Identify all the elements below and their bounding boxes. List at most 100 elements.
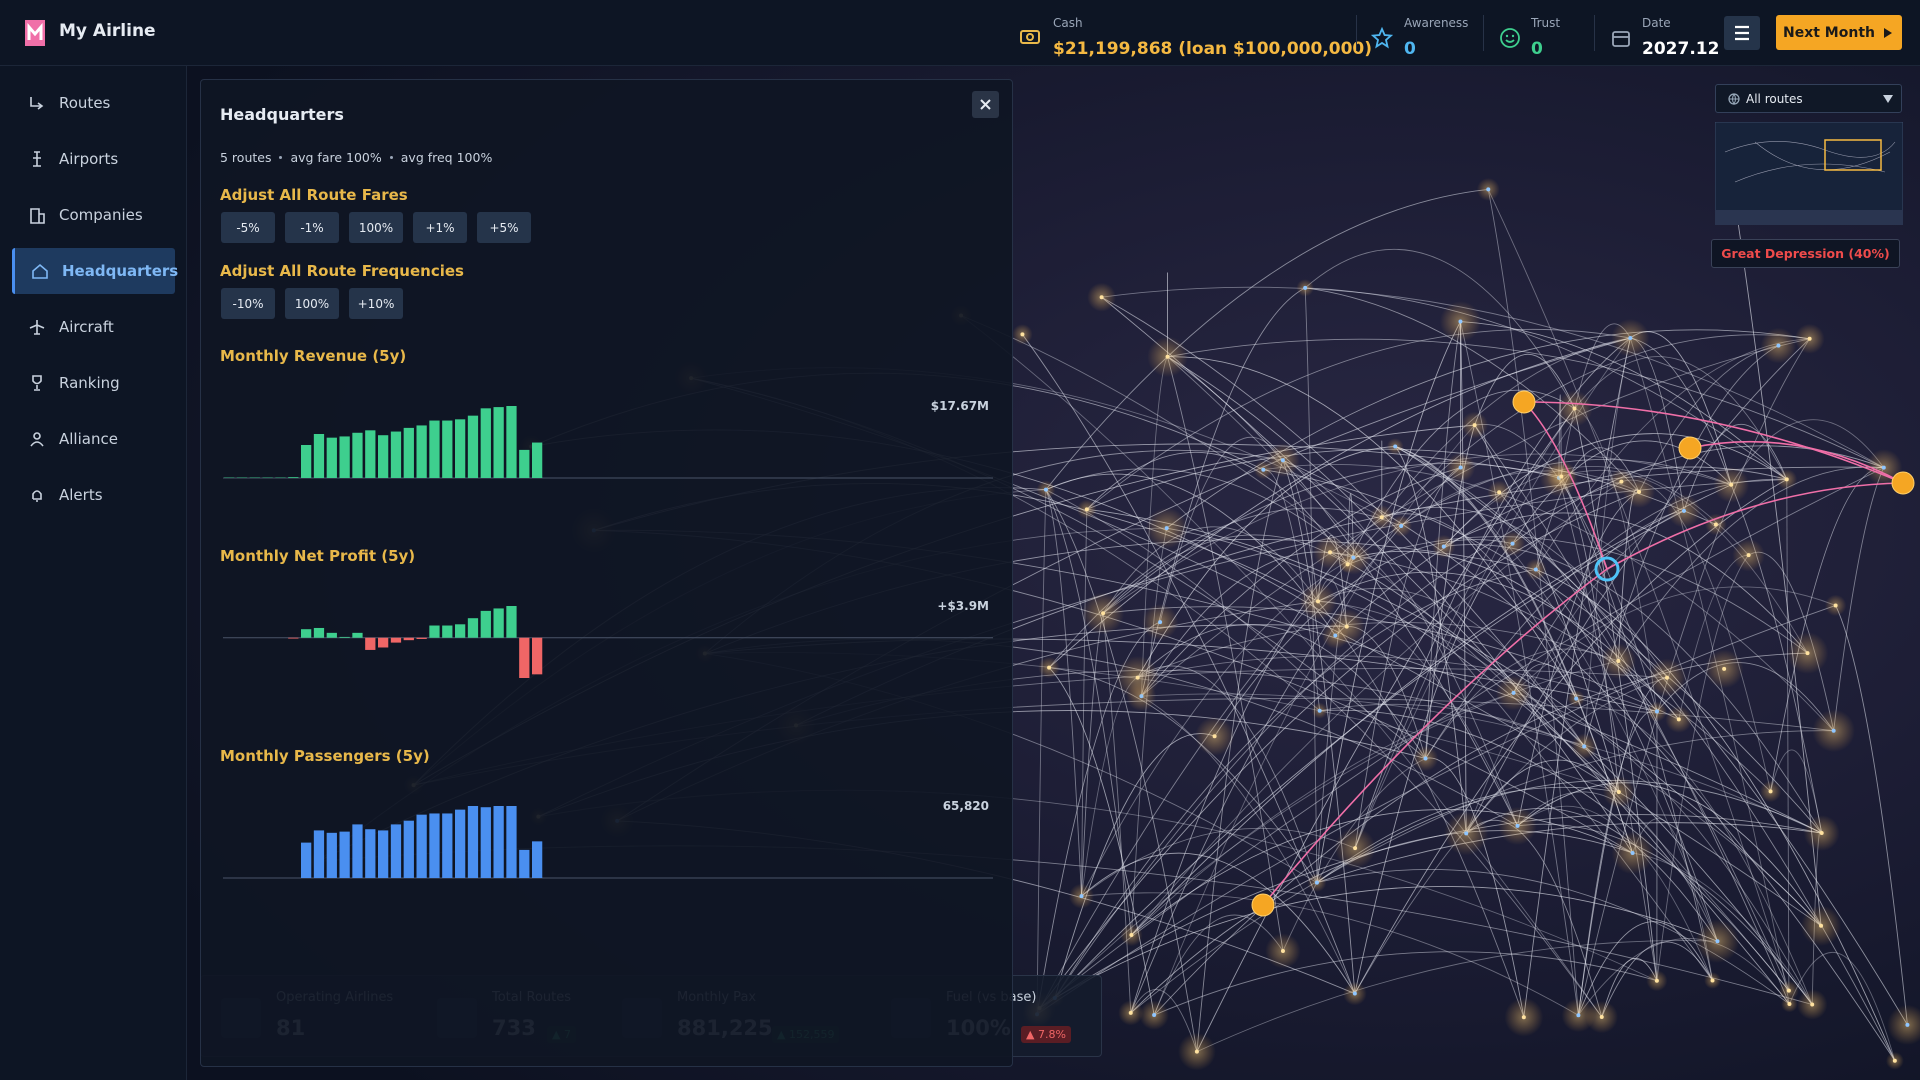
bar bbox=[493, 407, 504, 478]
route-line bbox=[1196, 408, 1575, 1052]
route-line bbox=[1683, 423, 1788, 511]
route-line bbox=[1317, 600, 1585, 747]
route-line bbox=[1304, 287, 1318, 883]
frequency-button[interactable]: 100% bbox=[285, 288, 339, 319]
bar bbox=[403, 637, 414, 641]
route-line bbox=[1632, 852, 1813, 1005]
close-button[interactable] bbox=[972, 91, 999, 118]
route-line bbox=[1304, 249, 1575, 409]
fare-button[interactable]: -5% bbox=[221, 212, 275, 243]
route-line bbox=[1305, 287, 1640, 493]
nav-item[interactable]: Routes bbox=[12, 80, 175, 126]
frequency-button[interactable]: -10% bbox=[221, 288, 275, 319]
route-line bbox=[1102, 526, 1319, 614]
bar bbox=[378, 637, 389, 648]
nav-item[interactable]: Aircraft bbox=[12, 304, 175, 350]
fare-button[interactable]: 100% bbox=[349, 212, 403, 243]
city bbox=[1833, 603, 1838, 608]
awareness-value: 0 bbox=[1404, 39, 1416, 59]
city bbox=[1043, 487, 1048, 492]
city bbox=[1379, 515, 1384, 520]
next-month-button[interactable]: Next Month bbox=[1776, 15, 1902, 50]
route-line bbox=[1036, 605, 1836, 1015]
bar bbox=[506, 606, 517, 638]
city bbox=[1576, 1013, 1581, 1018]
city bbox=[1194, 1049, 1199, 1054]
city bbox=[1786, 988, 1791, 993]
route-line bbox=[1576, 698, 1813, 1005]
minimap[interactable] bbox=[1715, 122, 1903, 225]
chart-title: Monthly Passengers (5y) bbox=[220, 747, 430, 765]
date-value: 2027.12 bbox=[1642, 39, 1720, 59]
city bbox=[1664, 675, 1669, 680]
route-line bbox=[1153, 424, 1475, 1016]
fare-button[interactable]: +1% bbox=[413, 212, 467, 243]
route-filter[interactable]: All routes bbox=[1715, 84, 1902, 113]
hub-airport[interactable] bbox=[1594, 556, 1620, 582]
frequency-button[interactable]: +10% bbox=[349, 288, 403, 319]
route-line bbox=[1086, 451, 1349, 565]
route-line bbox=[1137, 655, 1658, 712]
city bbox=[1616, 790, 1621, 795]
owned-route bbox=[1523, 401, 1608, 570]
route-line bbox=[1036, 489, 1047, 1015]
city bbox=[1533, 567, 1538, 572]
nav-item[interactable]: Airports bbox=[12, 136, 175, 182]
route-line bbox=[1141, 695, 1356, 994]
route-line bbox=[1329, 551, 1771, 792]
cash-value: $21,199,868 (loan $100,000,000) bbox=[1053, 39, 1373, 59]
fare-button[interactable]: -1% bbox=[285, 212, 339, 243]
nav-item[interactable]: Companies bbox=[12, 192, 175, 238]
nav-item[interactable]: Alliance bbox=[12, 416, 175, 462]
route-line bbox=[1131, 481, 1622, 936]
bar bbox=[378, 435, 389, 478]
route-line bbox=[1574, 356, 1788, 480]
city bbox=[1710, 978, 1715, 983]
nav-item[interactable]: Ranking bbox=[12, 360, 175, 406]
nav-icon-shape bbox=[32, 375, 42, 391]
nav-item[interactable]: Alerts bbox=[12, 472, 175, 518]
city bbox=[1676, 717, 1681, 722]
city bbox=[1352, 991, 1357, 996]
bar bbox=[532, 637, 543, 675]
nav-item[interactable]: Headquarters bbox=[12, 248, 178, 294]
bar bbox=[416, 814, 427, 878]
dropdown-arrow bbox=[1883, 95, 1893, 103]
route-line bbox=[1137, 624, 1426, 759]
chart-max-label: 65,820 bbox=[943, 799, 989, 813]
hub-airport[interactable] bbox=[1678, 436, 1702, 460]
city bbox=[1892, 1058, 1897, 1063]
route-line bbox=[1460, 321, 1788, 480]
route-line bbox=[1395, 446, 1718, 942]
route-line bbox=[1130, 730, 1834, 1014]
route-line bbox=[1465, 510, 1685, 834]
hub-airport[interactable] bbox=[1512, 390, 1536, 414]
city bbox=[1135, 675, 1140, 680]
route-line bbox=[1196, 460, 1284, 1052]
city bbox=[1784, 477, 1789, 482]
menu-button[interactable] bbox=[1724, 16, 1760, 50]
bar bbox=[416, 637, 427, 639]
route-line bbox=[1081, 509, 1088, 897]
bar bbox=[455, 809, 466, 878]
route-line bbox=[1081, 827, 1356, 897]
route-line bbox=[1282, 460, 1356, 994]
route-line bbox=[1354, 677, 1668, 994]
route-line bbox=[1318, 600, 1518, 827]
route-line bbox=[1131, 484, 1732, 936]
route-line bbox=[1166, 527, 1620, 793]
route-line bbox=[1054, 481, 1622, 999]
hub-airport[interactable] bbox=[1891, 471, 1915, 495]
fare-button[interactable]: +5% bbox=[477, 212, 531, 243]
city bbox=[1559, 474, 1564, 479]
route-line bbox=[1054, 885, 1718, 999]
city bbox=[1399, 524, 1404, 529]
route-line bbox=[1381, 513, 1577, 699]
hub-airport[interactable] bbox=[1251, 893, 1275, 917]
route-line bbox=[1523, 337, 1631, 1018]
route-line bbox=[1048, 337, 1631, 668]
nav-icon bbox=[30, 208, 45, 224]
bar bbox=[532, 841, 543, 878]
route-line bbox=[1487, 189, 1790, 991]
